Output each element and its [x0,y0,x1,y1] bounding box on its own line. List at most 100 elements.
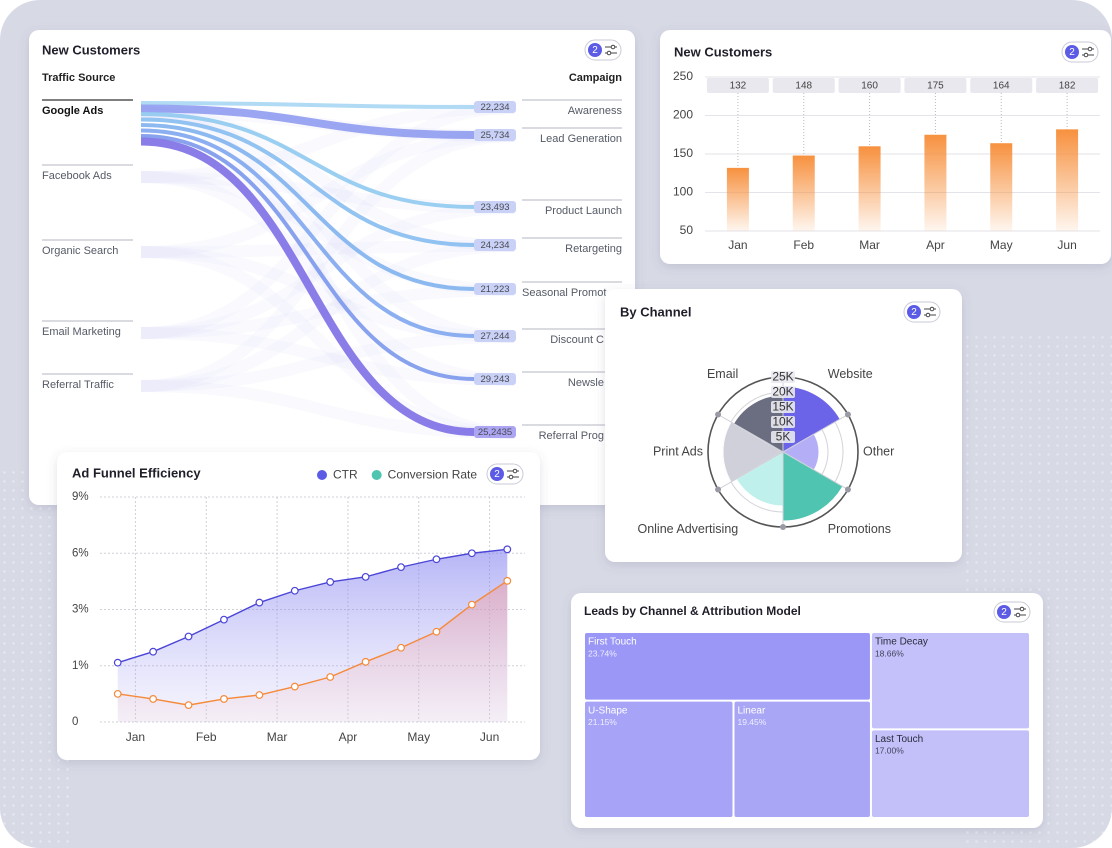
wedge [735,451,784,507]
badge-circle [907,305,921,319]
axis-label: Campaign [569,72,622,84]
line-card: Ad Funnel Efficiency 0 1% 3% 6% 9% Jan Feb Mar A… [57,452,540,760]
target-label: Awareness [568,105,623,117]
label-box [970,78,1033,93]
point [255,598,264,607]
ghost-link [140,102,515,183]
tick-box [771,416,795,428]
ghost-link [140,202,515,339]
value-label: 27,244 [480,331,509,342]
filter-button[interactable]: 2 [486,463,524,485]
legend-swatch [317,470,327,480]
filter-button[interactable]: 2 [993,601,1031,623]
flow-link [140,134,475,381]
boundary-dot [715,486,722,493]
r-tick-label: 5K [776,430,791,444]
legend-swatch [371,470,382,480]
treemap-card: Leads by Channel & Attribution Model Fir… [571,593,1043,828]
category-label: Other [863,444,894,458]
flow-link [140,104,475,139]
card-title: Leads by Channel & Attribution Model [584,604,801,618]
spoke [782,414,849,453]
x-tick-label: May [407,730,430,744]
x-tick-label: Apr [926,238,945,252]
r-tick-label: 20K [772,385,793,399]
filter-button[interactable]: 2 [1061,41,1099,63]
value-pill [474,330,516,342]
line [117,580,508,706]
point [149,695,158,703]
spoke [717,414,784,453]
boundary-dot [715,411,722,418]
point [113,689,122,698]
value-label: 25,2435 [478,427,512,438]
icon-knob [1083,52,1089,58]
point [432,627,441,636]
flow-link [140,137,475,436]
filter-button[interactable]: 2 [584,39,622,61]
badge-circle [1065,45,1079,59]
label-box [838,78,901,93]
value-label: 29,243 [480,374,509,385]
tile [871,633,1029,729]
target-label: Discount C [550,334,604,346]
area [117,580,508,722]
badge-count: 2 [1069,47,1075,58]
card-title: New Customers [674,44,772,59]
spoke [782,451,849,490]
ghost-link [140,171,515,296]
tile-value: 23.74% [588,648,617,658]
value-label: 24,234 [480,240,509,251]
value-pill [474,239,516,251]
label-box [772,78,835,93]
source-label: Referral Traffic [42,379,114,391]
x-tick-label: Apr [339,730,358,744]
value-label: 182 [1059,81,1076,92]
flow-link [140,101,475,109]
card-title: Ad Funnel Efficiency [72,465,201,480]
tile-label: Time Decay [875,637,928,648]
bar [858,146,881,231]
bar [792,155,815,231]
badge-count: 2 [494,469,500,480]
target-label: Newsle [568,377,604,389]
point [220,615,228,624]
badge-circle [490,467,504,481]
value-pill [474,373,516,385]
legend-label: Conversion Rate [388,468,478,482]
bar [990,143,1013,231]
label-box [904,78,967,93]
point [503,545,512,554]
icon-knob [1015,612,1021,618]
x-tick-label: Mar [859,238,880,252]
flow-link [140,128,475,338]
flow-link [140,112,475,209]
icon-knob [925,312,931,318]
category-label: Promotions [828,522,891,536]
y-tick-label: 150 [673,146,693,160]
point [361,572,370,581]
y-tick-label: 100 [673,185,693,199]
target-label: Referral Prog [539,430,604,442]
badge-count: 2 [592,45,598,56]
point [432,555,441,564]
target-label: Product Launch [545,205,622,217]
point [397,563,405,572]
tile-label: U-Shape [588,705,628,716]
bar [1056,129,1079,231]
tile-value: 21.15% [588,717,617,727]
y-tick-label: 1% [72,660,89,672]
icon-knob [512,468,518,474]
wedge [782,451,844,522]
badge-count: 2 [1001,607,1007,618]
tile [585,633,870,700]
value-label: 23,493 [480,202,509,213]
card-title: By Channel [620,304,692,319]
wedge [722,421,785,483]
filter-button[interactable]: 2 [903,301,941,323]
badge-circle [588,43,602,57]
tile-value: 18.66% [875,648,904,658]
tile [871,730,1029,817]
category-label: Website [828,367,873,381]
